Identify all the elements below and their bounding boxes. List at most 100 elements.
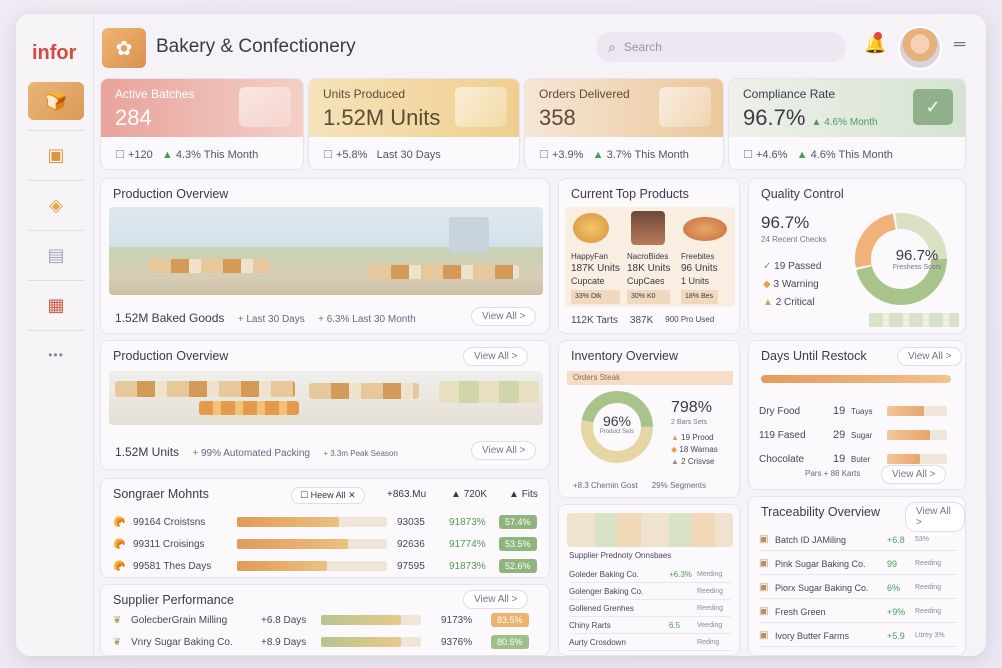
readiness-status: Reding [697, 639, 720, 646]
inventory-sub: 2 Bars Sets [671, 419, 708, 426]
kpi-footer: ☐ +5.8% Last 30 Days [323, 149, 441, 161]
legend-item: ▲ 19 Prood [671, 433, 714, 442]
kpi-card-active-batches[interactable]: Active Batches 284 ☐ +120 ▲ 4.3% This Mo… [100, 78, 304, 170]
sidebar: infor 🍞 ▣ ◈ ▤ ▦ ••• [16, 14, 94, 656]
bag-icon: ◈ [49, 194, 63, 215]
view-all-button[interactable]: View All > [471, 307, 537, 326]
filter-button[interactable]: ☐ Heew All ✕ [291, 487, 365, 504]
view-all-button[interactable]: View All > [463, 590, 529, 609]
restock-item-name: 119 Fased [759, 429, 806, 441]
trace-value: +6.8 [887, 534, 905, 545]
view-all-button[interactable]: View All > [897, 347, 963, 366]
trace-row[interactable]: ▣ Fresh Green +9% Reeding [759, 601, 957, 623]
restock-row[interactable]: Chocolate 19 Buter [759, 449, 955, 469]
trace-row[interactable]: ▣ Ivory Butter Farms +5.9 Lttrey 3% [759, 625, 957, 647]
inventory-banner: Orders Steak [567, 371, 733, 385]
brand-logo: infor [32, 42, 77, 64]
row-tag: 53.5% [499, 537, 537, 551]
row-value: 97595 [397, 560, 425, 572]
kpi-footer: ☐ +3.9% ▲ 3.7% This Month [539, 149, 689, 161]
trace-value: 99 [887, 558, 898, 569]
quality-donut-chart [855, 213, 947, 305]
product-icon: ▣ [759, 558, 769, 569]
kpi-value: 358 [539, 105, 576, 130]
table-row[interactable]: 🥐 99311 Croisings 92636 91774% 53.5% [113, 535, 543, 553]
row-percent: 91873% [449, 560, 486, 572]
sidebar-item-documents[interactable]: ▤ [28, 236, 84, 274]
readiness-row[interactable]: Aurty Crosdown Reding [569, 635, 731, 651]
supplier-percent: 9376% [441, 636, 473, 648]
cake-image [631, 211, 665, 245]
trace-row[interactable]: ▣ Piorx Sugar Baking Co. 6% Reeding [759, 577, 957, 599]
supplier-shipments-card: Songraer Mohnts ☐ Heew All ✕ +863.Mu ▲ 7… [100, 478, 550, 578]
legend-critical: ▲ 2 Critical [763, 297, 815, 308]
readiness-row[interactable]: Chiny Rarts 6.5 Veeding [569, 618, 731, 634]
supplier-tag: 80.5% [491, 635, 529, 649]
row-percent: 91774% [449, 538, 486, 550]
view-all-button[interactable]: View All > [905, 502, 965, 532]
kpi-title: Units Produced [323, 87, 406, 101]
product-icon: ▣ [759, 606, 769, 617]
legend-item: ◆ 18 Warnas [671, 445, 718, 454]
sidebar-item-suppliers[interactable]: ▦ [28, 286, 84, 324]
sidebar-item-bakery[interactable]: 🍞 [28, 82, 84, 120]
kpi-card-units-produced[interactable]: Units Produced 1.52M Units ☐ +5.8% Last … [308, 78, 520, 170]
kpi-card-orders-delivered[interactable]: Orders Delivered 358 ☐ +3.9% ▲ 3.7% This… [524, 78, 724, 170]
trace-name: Pink Sugar Baking Co. [775, 558, 866, 569]
supplier-bar [321, 637, 421, 647]
production-overview-card: Production Overview 1.52M Baked Goods + … [100, 178, 550, 334]
row-percent: 91873% [449, 516, 486, 528]
product-gallery: HappyFan 187K Units Cupcate 33% Dtk Nacr… [565, 207, 735, 307]
readiness-row[interactable]: Golenger Baking Co. Reeding [569, 584, 731, 600]
restock-row[interactable]: Dry Food 19 Tuays [759, 401, 955, 421]
production-overview-card-2: Production Overview View All > 1.52M Uni… [100, 340, 550, 470]
view-all-button[interactable]: View All > [471, 441, 537, 460]
restock-bar [887, 454, 947, 464]
view-all-button[interactable]: View All > [881, 465, 947, 484]
sidebar-item-more[interactable]: ••• [28, 336, 84, 374]
view-all-button[interactable]: View All > [463, 347, 529, 366]
product-col-3: Freebites 96 Units 1 Units 18% Bes [681, 251, 718, 304]
cupcake-image [573, 213, 609, 243]
menu-icon[interactable]: ═ [954, 36, 966, 53]
restock-bar-fill [887, 454, 920, 464]
readiness-row[interactable]: Goleder Baking Co. +6.3% Merding [569, 567, 731, 583]
trace-row[interactable]: ▣ Batch ID JAMiling +6.8 53% [759, 529, 957, 551]
croissant-icon: 🥐 [113, 538, 126, 550]
production-metric: 1.52M Baked Goods + Last 30 Days + 6.3% … [115, 311, 416, 325]
quality-sub: 24 Recent Checks [761, 235, 827, 244]
trace-value: +9% [887, 606, 906, 617]
kpi-footer: ☐ +4.6% ▲ 4.6% This Month [743, 149, 893, 161]
kpi-value: 1.52M Units [323, 105, 441, 130]
wheat-icon: ❦ [113, 614, 122, 626]
kpi-card-compliance-rate[interactable]: Compliance Rate 96.7% ▲ 4.6% Month ✓ ☐ +… [728, 78, 966, 170]
trace-status: Reeding [915, 560, 942, 567]
supplier-row[interactable]: ❦ Vnry Sugar Baking Co. +8.9 Days 9376% 80.5… [113, 633, 543, 651]
supplier-name: GolecberGrain Milling [131, 614, 228, 626]
restock-row[interactable]: 119 Fased 29 Sugar [759, 425, 955, 445]
restock-item-name: Chocolate [759, 453, 805, 465]
bell-icon[interactable]: 🔔 [864, 34, 887, 54]
bakery-logo-icon: ✿ [102, 28, 146, 68]
kpi-title: Active Batches [115, 87, 195, 101]
table-row[interactable]: 🥐 99581 Thes Days 97595 91873% 52.6% [113, 557, 543, 575]
avatar[interactable] [898, 26, 942, 70]
restock-unit: Sugar [851, 430, 873, 440]
readiness-name: Aurty Crosdown [569, 638, 626, 647]
restock-bar-fill [887, 406, 925, 416]
search-input[interactable]: ⌕ Search [596, 32, 846, 62]
trace-row[interactable]: ▣ Pink Sugar Baking Co. 99 Reeding [759, 553, 957, 575]
supplier-row[interactable]: ❦ GolecberGrain Milling +6.8 Days 9173% 83.5… [113, 611, 543, 629]
sidebar-item-inventory[interactable]: ▣ [28, 136, 84, 174]
document-icon: ▤ [47, 244, 65, 265]
search-icon: ⌕ [608, 38, 616, 55]
kpi-footer: ☐ +120 ▲ 4.3% This Month [115, 149, 259, 161]
table-row[interactable]: 🥐 99164 Croistsns 93035 91873% 57.4% [113, 513, 543, 531]
legend-passed: ✓ 19 Passed [763, 261, 822, 272]
restock-card: Days Until Restock View All > Dry Food 19… [748, 340, 966, 490]
sidebar-item-orders[interactable]: ◈ [28, 186, 84, 224]
inventory-donut-chart [581, 391, 653, 463]
top-products-card: Current Top Products HappyFan 187K Units… [558, 178, 740, 334]
readiness-status: Merding [697, 571, 723, 578]
readiness-row[interactable]: Gollened Grenhes Reeding [569, 601, 731, 617]
